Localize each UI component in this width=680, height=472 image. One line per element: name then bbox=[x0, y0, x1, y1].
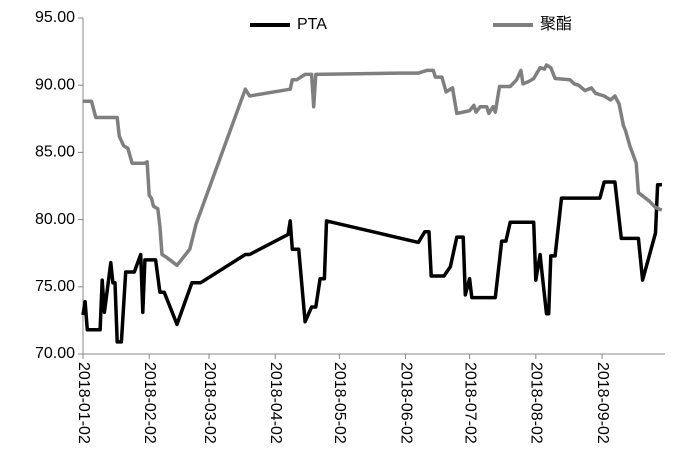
x-tick-label: 2018-07-02 bbox=[461, 362, 478, 444]
x-tick-label: 2018-06-02 bbox=[397, 362, 414, 444]
y-tick-label: 85.00 bbox=[35, 144, 75, 161]
x-tick-label: 2018-01-02 bbox=[75, 362, 92, 444]
x-tick-label: 2018-05-02 bbox=[331, 362, 348, 444]
series-line bbox=[83, 63, 663, 268]
x-tick-label: 2018-09-02 bbox=[594, 362, 611, 444]
y-tick-label: 95.00 bbox=[35, 9, 75, 26]
legend-label: 聚酯 bbox=[540, 15, 572, 33]
x-tick-label: 2018-04-02 bbox=[267, 362, 284, 444]
x-tick-label: 2018-03-02 bbox=[201, 362, 218, 444]
y-tick-label: 70.00 bbox=[35, 345, 75, 362]
x-tick-label: 2018-08-02 bbox=[528, 362, 545, 444]
y-tick-label: 75.00 bbox=[35, 278, 75, 295]
y-tick-label: 90.00 bbox=[35, 76, 75, 93]
legend-label: PTA bbox=[297, 16, 327, 33]
x-tick-label: 2018-02-02 bbox=[141, 362, 158, 444]
series-line bbox=[81, 180, 662, 344]
y-tick-label: 80.00 bbox=[35, 211, 75, 228]
